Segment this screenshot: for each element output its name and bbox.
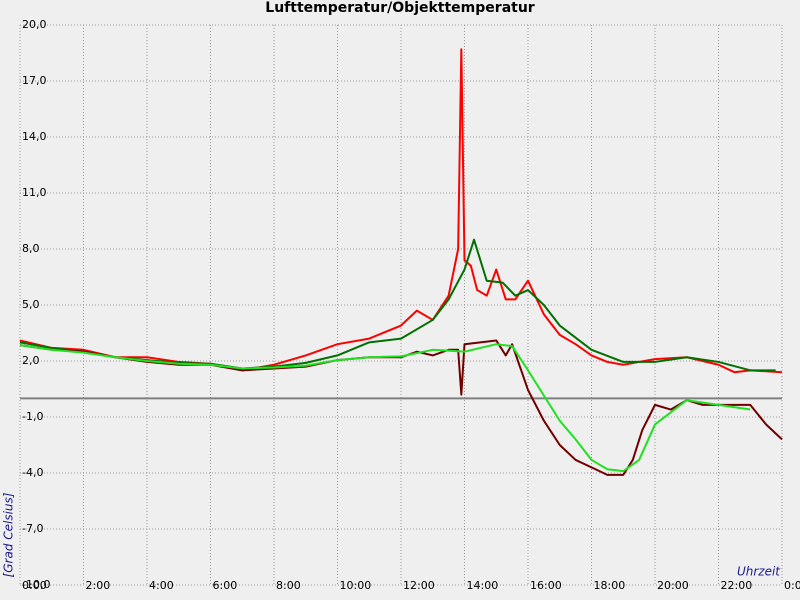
y-axis-label: [Grad Celsius] bbox=[2, 492, 16, 577]
y-tick-label: -1,0 bbox=[22, 410, 43, 423]
x-tick-label: 20:00 bbox=[657, 579, 689, 592]
x-axis-label: Uhrzeit bbox=[737, 565, 781, 579]
x-tick-label: 0:00 bbox=[784, 579, 800, 592]
y-tick-label: 11,0 bbox=[22, 186, 47, 199]
y-tick-label: -10,0 bbox=[22, 578, 50, 591]
y-tick-label: 8,0 bbox=[22, 242, 40, 255]
x-tick-label: 22:00 bbox=[721, 579, 753, 592]
x-tick-label: 6:00 bbox=[213, 579, 238, 592]
x-tick-label: 14:00 bbox=[467, 579, 499, 592]
x-tick-label: 8:00 bbox=[276, 579, 301, 592]
x-tick-label: 4:00 bbox=[149, 579, 174, 592]
y-tick-label: 20,0 bbox=[22, 18, 47, 31]
y-tick-label: 14,0 bbox=[22, 130, 47, 143]
x-tick-label: 16:00 bbox=[530, 579, 562, 592]
x-tick-label: 0:00 bbox=[22, 579, 47, 592]
y-tick-label: 2,0 bbox=[22, 354, 40, 367]
y-tick-label: -4,0 bbox=[22, 466, 43, 479]
series-line bbox=[19, 343, 751, 473]
y-tick-label: -7,0 bbox=[22, 522, 43, 535]
x-tick-label: 18:00 bbox=[594, 579, 626, 592]
y-tick-label: 17,0 bbox=[22, 74, 47, 87]
x-tick-label: 10:00 bbox=[340, 579, 372, 592]
y-tick-label: 5,0 bbox=[22, 298, 40, 311]
chart-title: Lufttemperatur/Objekttemperatur bbox=[265, 0, 535, 16]
x-tick-label: 12:00 bbox=[403, 579, 435, 592]
x-tick-label: 2:00 bbox=[86, 579, 111, 592]
